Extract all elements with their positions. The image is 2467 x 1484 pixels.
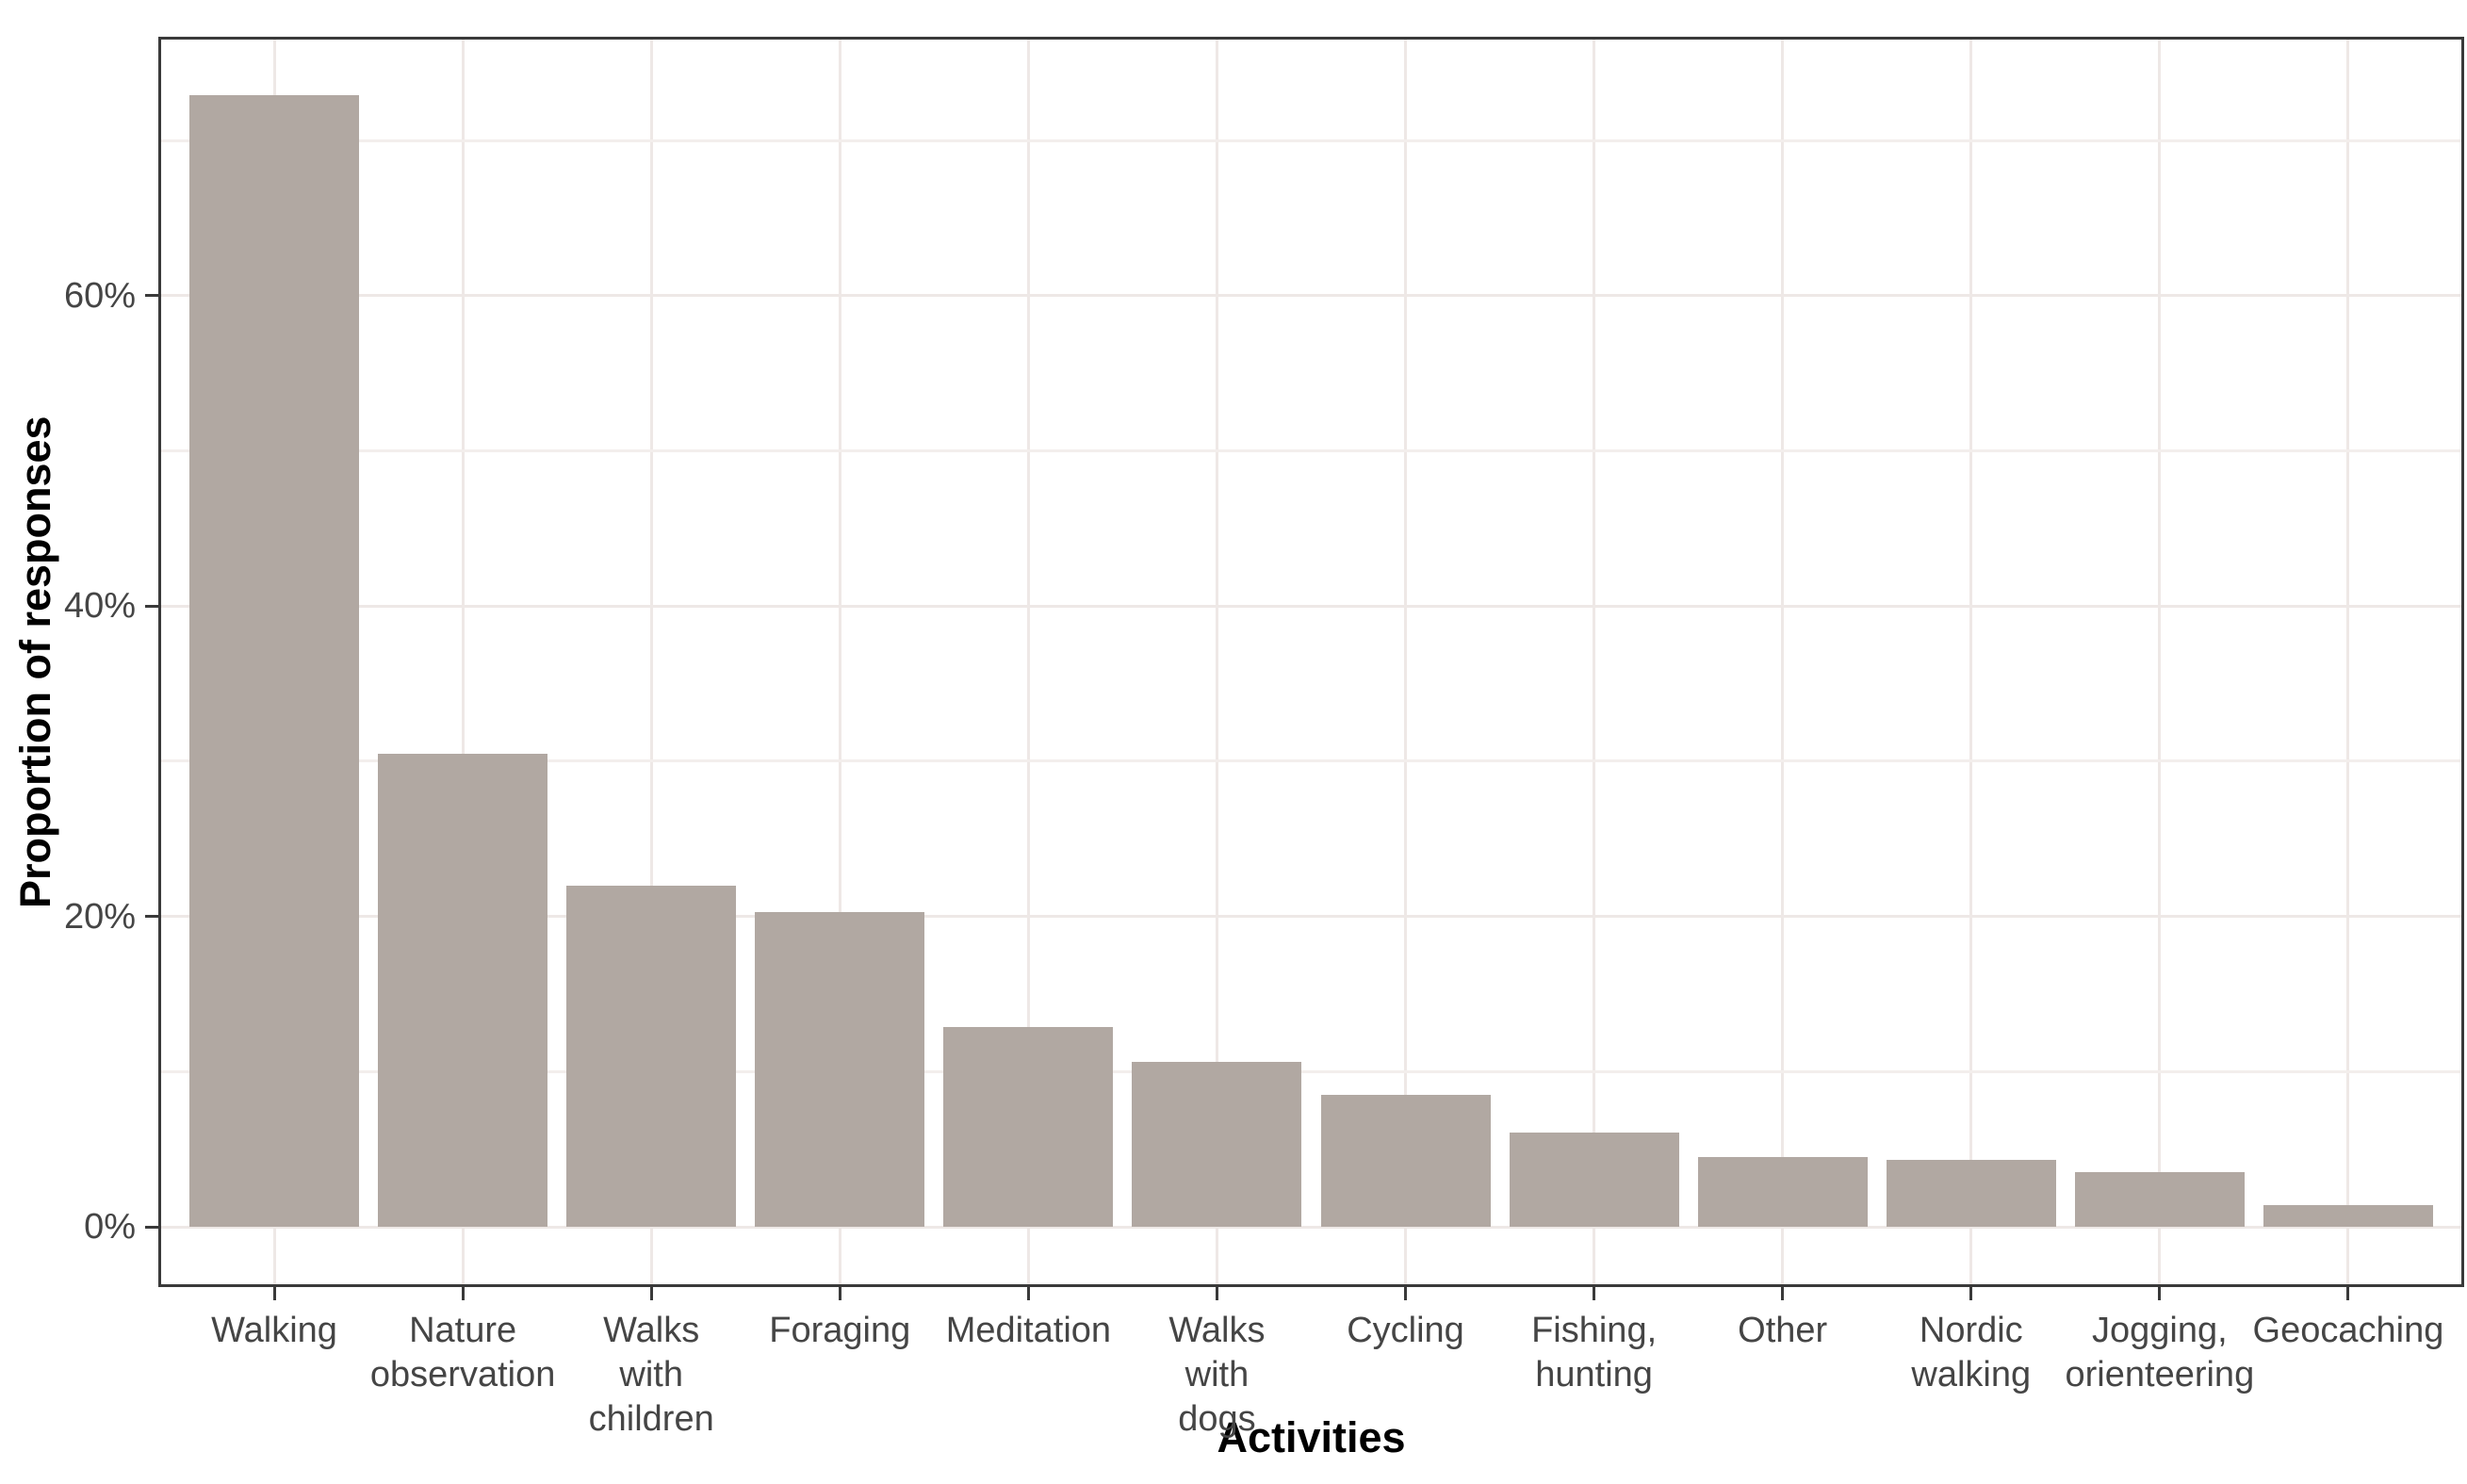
x-axis-title: Activities (1217, 1413, 1406, 1461)
x-tick-label-line: with (619, 1355, 683, 1394)
y-tick-mark-20 (145, 915, 158, 919)
x-tick-label-nature-observation: Nature observation (302, 1309, 623, 1397)
x-tick-label-walks-with-dogs: Walks with dogs (1056, 1309, 1377, 1442)
x-tick-label-foraging: Foraging (679, 1309, 1000, 1353)
x-tick-label-line: Walks (1168, 1311, 1266, 1350)
x-gridline-foraging (838, 40, 841, 1284)
x-tick-label-line: Meditation (945, 1311, 1112, 1350)
x-gridline-nature-observation (461, 40, 465, 1284)
x-tick-mark-geocaching (2346, 1287, 2350, 1300)
x-tick-label-line: Nature (409, 1311, 517, 1350)
x-tick-label-line: Geocaching (2252, 1311, 2444, 1350)
x-tick-mark-walks-with-dogs (1215, 1287, 1218, 1300)
x-gridline-other (1781, 40, 1785, 1284)
x-tick-label-fishing-hunting: Fishing, hunting (1434, 1309, 1755, 1397)
y-tick-label-20: 20% (63, 896, 136, 937)
bar-jogging-orienteering (2074, 1172, 2245, 1228)
x-tick-mark-nordic-walking (1969, 1287, 1973, 1300)
x-gridline-geocaching (2346, 40, 2350, 1284)
x-tick-label-line: Jogging, (2092, 1311, 2228, 1350)
y-tick-mark-60 (145, 294, 158, 298)
x-tick-label-cycling: Cycling (1246, 1309, 1566, 1353)
y-minor-gridline-70 (161, 139, 2461, 142)
x-tick-label-other: Other (1623, 1309, 1943, 1353)
x-tick-label-line: children (588, 1399, 714, 1439)
bar-nordic-walking (1886, 1160, 2056, 1228)
x-gridline-meditation (1026, 40, 1030, 1284)
y-major-gridline-0 (161, 1225, 2461, 1229)
bar-walks-with-dogs (1132, 1062, 1302, 1228)
x-tick-label-line: orienteering (2065, 1355, 2255, 1394)
y-tick-mark-0 (145, 1225, 158, 1229)
x-tick-mark-nature-observation (461, 1287, 465, 1300)
y-tick-label-60: 60% (63, 275, 136, 316)
x-tick-mark-jogging-orienteering (2158, 1287, 2162, 1300)
x-tick-label-line: Foraging (769, 1311, 911, 1350)
x-tick-label-geocaching: Geocaching (2188, 1309, 2467, 1353)
x-tick-mark-cycling (1404, 1287, 1408, 1300)
x-gridline-walks-with-children (649, 40, 653, 1284)
y-tick-label-40: 40% (63, 586, 136, 627)
x-tick-label-line: hunting (1535, 1355, 1653, 1394)
x-tick-label-line: Walks (603, 1311, 700, 1350)
x-gridline-walks-with-dogs (1215, 40, 1218, 1284)
y-tick-mark-40 (145, 604, 158, 608)
x-gridline-nordic-walking (1969, 40, 1973, 1284)
y-major-gridline-20 (161, 915, 2461, 919)
x-tick-label-line: with (1184, 1355, 1250, 1394)
y-minor-gridline-30 (161, 759, 2461, 763)
y-minor-gridline-10 (161, 1069, 2461, 1073)
x-gridline-jogging-orienteering (2158, 40, 2162, 1284)
bar-nature-observation (378, 753, 548, 1228)
x-tick-label-walking: Walking (114, 1309, 434, 1353)
x-tick-label-line: Fishing, (1531, 1311, 1658, 1350)
x-tick-label-line: dogs (1178, 1399, 1256, 1439)
x-gridline-cycling (1404, 40, 1408, 1284)
x-tick-label-walks-with-children: Walks with children (491, 1309, 811, 1442)
y-major-gridline-40 (161, 604, 2461, 608)
bar-meditation (943, 1026, 1114, 1228)
x-tick-label-jogging-orienteering: Jogging, orienteering (2000, 1309, 2320, 1397)
y-tick-label-0: 0% (84, 1207, 136, 1248)
x-tick-label-nordic-walking: Nordic walking (1811, 1309, 2132, 1397)
x-tick-label-line: Nordic (1919, 1311, 2023, 1350)
x-tick-label-line: walking (1911, 1355, 2032, 1394)
y-major-gridline-60 (161, 294, 2461, 298)
bar-fishing-hunting (1509, 1132, 1679, 1228)
x-tick-mark-meditation (1026, 1287, 1030, 1300)
x-tick-label-meditation: Meditation (868, 1309, 1188, 1353)
plot-panel (158, 37, 2464, 1287)
x-tick-mark-fishing-hunting (1593, 1287, 1596, 1300)
x-tick-label-line: Walking (211, 1311, 337, 1350)
bar-geocaching (2263, 1204, 2433, 1228)
x-tick-mark-walks-with-children (649, 1287, 653, 1300)
bar-foraging (755, 911, 925, 1228)
bar-cycling (1320, 1095, 1491, 1228)
x-gridline-fishing-hunting (1593, 40, 1596, 1284)
bar-other (1697, 1156, 1868, 1228)
x-tick-mark-other (1781, 1287, 1785, 1300)
x-tick-label-line: Other (1738, 1311, 1828, 1350)
x-tick-label-line: Cycling (1347, 1311, 1464, 1350)
bar-walking (189, 95, 360, 1228)
x-tick-label-line: observation (369, 1355, 556, 1394)
x-tick-mark-walking (272, 1287, 276, 1300)
y-axis-title: Proportion of responses (11, 416, 59, 908)
y-minor-gridline-50 (161, 448, 2461, 452)
bar-walks-with-children (566, 885, 737, 1228)
x-tick-mark-foraging (838, 1287, 841, 1300)
